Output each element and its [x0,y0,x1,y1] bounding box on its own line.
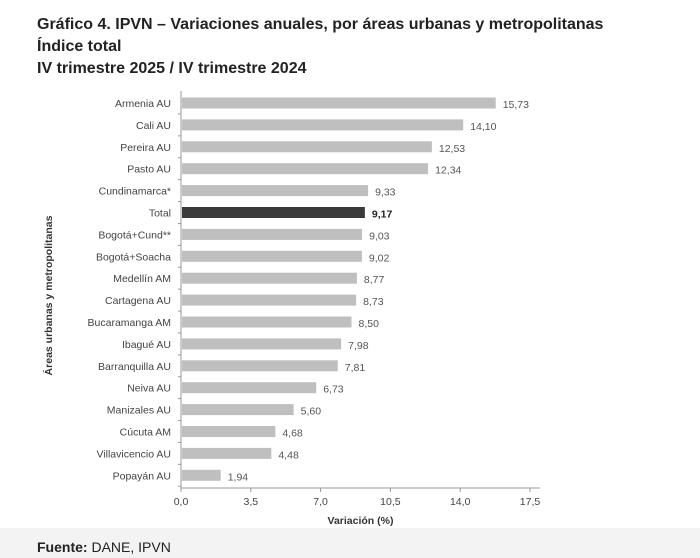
data-label: 9,33 [375,187,396,199]
category-label: Pasto AU [127,164,171,176]
data-label: 1,94 [228,471,249,483]
chart-period: IV trimestre 2025 / IV trimestre 2024 [37,60,307,77]
bar-barranquilla-au [182,360,338,372]
x-tick-label: 14,0 [450,496,471,508]
category-label: Bucaramanga AM [88,317,171,329]
bar-ibagu-au [182,338,342,350]
data-label: 7,98 [348,340,369,352]
data-label: 9,02 [369,252,390,264]
x-tick-label: 0,0 [174,496,189,508]
category-label: Neiva AU [127,383,171,395]
bar-bogot-soacha [182,250,362,262]
data-label: 12,53 [439,143,465,155]
bar-bogot-cund- [182,228,363,240]
category-label: Bogotá+Cund** [98,229,171,241]
bar-chart: Armenia AU 15,73 Cali AU 14,10 Pereira AU 12,… [42,91,541,527]
data-label: 9,17 [372,209,393,221]
bar-pereira-au [182,141,432,153]
bar-cartagena-au [182,294,357,306]
data-label: 14,10 [470,121,496,133]
bar-cali-au [182,119,464,131]
data-label: 8,50 [359,318,380,330]
category-label: Cali AU [136,120,171,132]
data-label: 8,73 [363,296,384,308]
category-label: Ibagué AU [122,339,171,351]
bar-total [182,207,365,218]
category-label: Manizales AU [107,405,171,417]
x-tick-label: 7,0 [313,496,328,508]
category-label: Medellín AM [113,273,171,285]
x-tick-label: 3,5 [243,496,258,508]
category-label: Total [149,208,171,220]
bar-villavicencio-au [182,447,272,459]
data-label: 5,60 [301,406,322,418]
bar-armenia-au [182,97,496,109]
category-label: Barranquilla AU [98,361,171,373]
bar-pasto-au [182,163,429,175]
category-label: Villavicencio AU [96,448,171,460]
source-text: DANE, IPVN [87,539,171,555]
bar-popay-n-au [182,469,221,481]
bar-c-cuta-am [182,426,276,437]
bar-neiva-au [182,382,317,394]
source-label: Fuente: [37,539,88,555]
x-tick-label: 10,5 [380,496,401,508]
source-note: Fuente: DANE, IPVN [37,539,171,555]
footer-band [0,528,700,558]
data-label: 12,34 [435,165,461,177]
chart-subtitle: Índice total [37,38,122,55]
category-label: Cartagena AU [105,295,171,307]
bar-cundinamarca- [182,185,369,197]
data-label: 9,03 [369,230,390,242]
category-label: Armenia AU [115,98,171,110]
category-label: Pereira AU [120,142,171,154]
category-label: Cúcuta AM [120,427,171,439]
bar-manizales-au [182,404,294,416]
y-axis-title: Áreas urbanas y metropolitanas [42,215,55,375]
data-label: 6,73 [323,384,344,396]
category-label: Popayán AU [113,470,171,482]
category-label: Cundinamarca* [99,186,171,198]
category-label: Bogotá+Soacha [96,251,171,263]
x-tick-label: 17,5 [520,496,541,508]
data-label: 4,48 [278,449,299,461]
data-label: 7,81 [345,362,366,374]
bar-medell-n-am [182,272,357,284]
chart-title: Gráfico 4. IPVN – Variaciones anuales, p… [37,16,604,33]
data-label: 8,77 [364,274,385,286]
data-label: 4,68 [282,428,303,440]
bar-bucaramanga-am [182,316,352,328]
x-axis-title: Variación (%) [328,515,394,527]
data-label: 15,73 [503,99,529,111]
